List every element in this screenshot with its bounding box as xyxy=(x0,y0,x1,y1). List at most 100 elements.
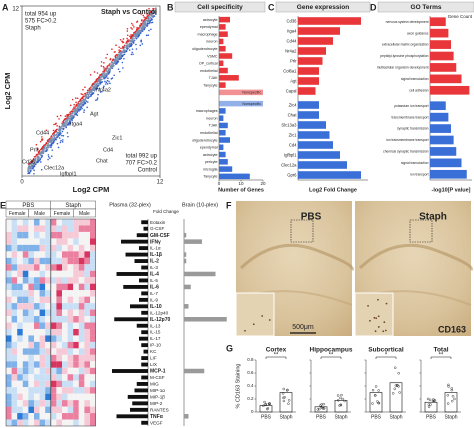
x-tick-label: Staph xyxy=(279,414,292,420)
scatter-dot xyxy=(76,111,79,114)
heatmap-cell xyxy=(34,219,40,226)
heatmap-cell xyxy=(90,244,96,252)
heatmap-cell xyxy=(6,283,12,291)
sig-bracket xyxy=(265,356,287,359)
scatter-dot xyxy=(79,108,82,111)
heatmap-cell xyxy=(73,354,79,362)
heatmap-cell xyxy=(17,257,23,265)
heatmap-cell xyxy=(17,238,23,245)
heatmap-cell xyxy=(84,406,90,414)
panel-title: Cell specificity xyxy=(197,4,243,11)
scatter-dot xyxy=(56,132,58,134)
control-count: Control xyxy=(138,168,157,174)
plasma-bar xyxy=(123,284,148,289)
heatmap-cell xyxy=(45,264,51,271)
heatmap-cell xyxy=(11,348,18,355)
scatter-dot xyxy=(110,67,113,69)
heatmap-cell xyxy=(28,354,34,362)
group-label: Staph xyxy=(65,203,81,209)
heatmap-cell xyxy=(6,406,12,414)
scatter-dot xyxy=(51,149,54,151)
heatmap-cell xyxy=(90,335,96,342)
heatmap-cell xyxy=(56,400,62,407)
heatmap-cell xyxy=(11,244,18,252)
scatter-dot xyxy=(83,109,86,111)
heatmap-cell xyxy=(90,406,96,414)
heatmap-cell xyxy=(22,322,29,329)
heatmap-cell xyxy=(50,413,57,420)
scatter-dot xyxy=(131,28,133,30)
y-tick-label: 0.6 xyxy=(247,370,254,375)
heatmap-cell xyxy=(56,406,62,414)
title-box xyxy=(377,1,474,13)
heatmap-cell xyxy=(84,419,90,426)
cell-dot xyxy=(261,315,264,317)
scatter-dot xyxy=(61,130,64,133)
heatmap-cell xyxy=(78,244,85,252)
scatter-dot xyxy=(57,146,60,149)
y-tick-label: 0.2 xyxy=(247,396,254,401)
heatmap-cell xyxy=(62,309,68,317)
zoom-box xyxy=(409,219,433,243)
heatmap-cell xyxy=(90,270,96,278)
scatter-dot xyxy=(102,71,104,73)
heatmap-cell xyxy=(78,374,85,381)
heatmap-cell xyxy=(39,316,46,323)
scatter-dot xyxy=(61,134,63,137)
scatter-dot xyxy=(46,144,49,147)
bar xyxy=(219,137,230,143)
scatter-dot xyxy=(117,58,120,60)
category-label: macrophage xyxy=(198,32,218,36)
scatter-dot xyxy=(92,83,94,86)
bar xyxy=(219,173,250,180)
category-label: multicellular organism development xyxy=(377,66,429,70)
data-point xyxy=(283,396,286,399)
category-label: extracellular matrix organization xyxy=(382,43,429,47)
scatter-dot xyxy=(126,27,129,30)
heatmap-cell xyxy=(62,231,68,239)
heatmap-cell xyxy=(73,400,79,407)
heatmap-cell xyxy=(67,238,74,245)
heatmap-cell xyxy=(17,244,23,252)
scatter-dot xyxy=(123,50,126,53)
scatter-dot xyxy=(102,72,105,75)
cell-dot xyxy=(383,321,386,324)
cytokine-label: IL-3 xyxy=(150,265,158,270)
scatter-dot xyxy=(133,37,135,40)
heatmap-cell xyxy=(56,309,62,317)
scatter-dot xyxy=(136,21,138,23)
cell-dot xyxy=(374,330,377,333)
scatter-dot xyxy=(102,75,104,78)
heatmap-cell xyxy=(45,335,51,342)
scatter-dot xyxy=(70,113,72,115)
scatter-dot xyxy=(40,148,42,151)
cytokine-label: VEGF xyxy=(150,420,163,425)
scatter-dot xyxy=(152,16,155,18)
heatmap-cell xyxy=(6,277,12,284)
scatter-dot xyxy=(41,138,43,140)
heatmap-cell xyxy=(11,387,18,394)
scatter-dot xyxy=(29,165,32,168)
heatmap-cell xyxy=(62,341,68,349)
heatmap-cell xyxy=(50,296,57,304)
scatter-dot xyxy=(104,77,107,79)
scatter-dot xyxy=(147,34,150,37)
heatmap-cell xyxy=(17,283,23,291)
heatmap-cell xyxy=(45,367,51,375)
scatter-dot xyxy=(29,169,31,171)
scatter-dot xyxy=(127,43,129,46)
heatmap-cell xyxy=(17,322,23,329)
scatter-dot xyxy=(87,89,89,92)
scatter-dot xyxy=(49,157,51,159)
heatmap-cell xyxy=(39,231,46,239)
x-tick-label: 12 xyxy=(157,180,164,186)
heatmap-cell xyxy=(6,400,12,407)
cytokine-label: IP-10 xyxy=(150,343,161,348)
scatter-dot xyxy=(131,48,134,50)
data-point xyxy=(398,391,401,394)
plasma-bar xyxy=(136,323,148,328)
staph-count: total 954 up xyxy=(25,12,57,18)
scatter-dot xyxy=(52,129,55,132)
plasma-bar xyxy=(141,310,148,315)
bar xyxy=(430,124,451,133)
